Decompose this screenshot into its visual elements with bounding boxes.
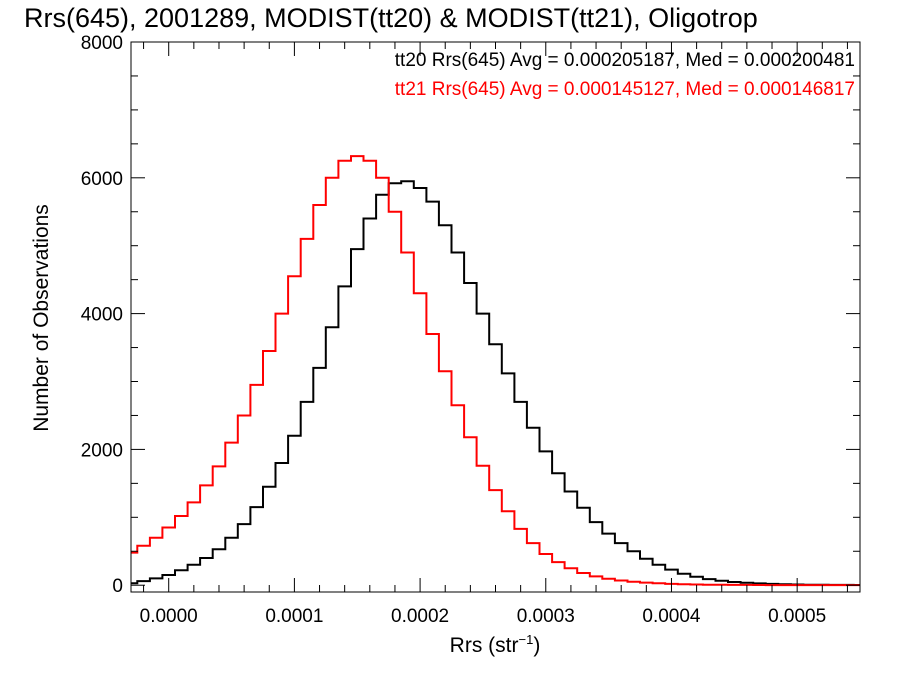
- series-line-tt20: [131, 180, 860, 586]
- x-tick-labels: 0.0000 0.0001 0.0002 0.0003 0.0004 0.0005: [140, 606, 827, 627]
- x-tick-label: 0.0005: [768, 606, 826, 627]
- legend-entry-tt20: tt20 Rrs(645) Avg = 0.000205187, Med = 0…: [395, 50, 855, 71]
- x-tick-label: 0.0002: [391, 606, 449, 627]
- chart-title: Rrs(645), 2001289, MODIST(tt20) & MODIST…: [24, 3, 758, 33]
- x-axis-label-close: ): [533, 634, 540, 657]
- y-tick-labels: 0 2000 4000 6000 8000: [81, 33, 123, 597]
- legend-entry-tt21: tt21 Rrs(645) Avg = 0.000145127, Med = 0…: [395, 79, 855, 100]
- x-axis-label-superscript: −1: [519, 632, 534, 647]
- y-tick-label: 4000: [81, 305, 123, 326]
- plot-frame: [130, 41, 861, 593]
- plot-area: [131, 155, 860, 587]
- axis-ticks: [131, 41, 860, 592]
- y-tick-label: 6000: [81, 169, 123, 190]
- x-tick-label: 0.0001: [265, 606, 323, 627]
- x-axis-label-main: Rrs (str: [450, 634, 519, 657]
- x-axis-label: Rrs (str−1): [450, 632, 541, 657]
- y-tick-label: 8000: [81, 33, 123, 54]
- x-tick-label: 0.0000: [140, 606, 198, 627]
- y-tick-label: 0: [112, 576, 123, 597]
- x-tick-label: 0.0003: [517, 606, 575, 627]
- x-tick-label: 0.0004: [642, 606, 701, 627]
- y-axis-label: Number of Observations: [30, 204, 53, 432]
- y-tick-label: 2000: [81, 440, 123, 461]
- series-line-tt21: [131, 155, 860, 587]
